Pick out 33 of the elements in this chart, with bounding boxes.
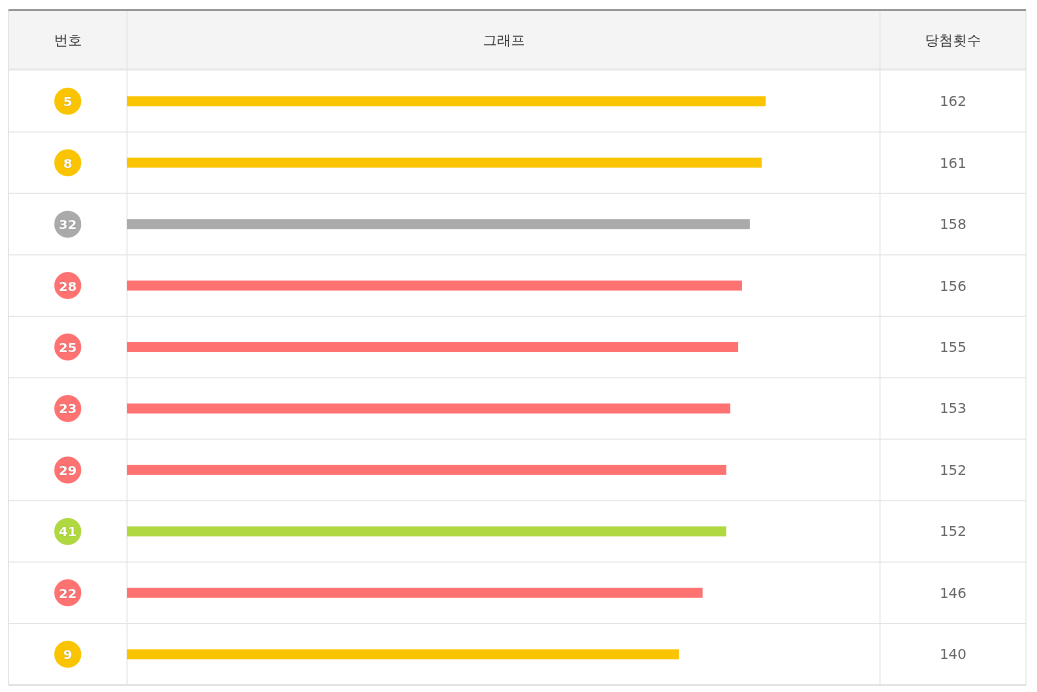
y-tick-label: 32 bbox=[58, 217, 77, 233]
bar bbox=[127, 96, 766, 107]
bar bbox=[127, 587, 703, 598]
data-label: 162 bbox=[939, 93, 967, 110]
bar bbox=[127, 157, 762, 168]
bar bbox=[127, 649, 679, 660]
y-axis-title: 번호 bbox=[53, 31, 82, 48]
y-tick-label: 5 bbox=[63, 94, 73, 110]
data-label: 156 bbox=[939, 277, 967, 294]
y-tick-label: 8 bbox=[63, 155, 73, 171]
y-tick-label: 9 bbox=[63, 647, 73, 663]
data-label: 158 bbox=[939, 216, 967, 233]
data-label: 161 bbox=[939, 154, 967, 171]
y-tick-label: 41 bbox=[58, 524, 77, 540]
data-label: 155 bbox=[939, 339, 967, 356]
data-label: 152 bbox=[939, 523, 967, 540]
y-tick-label: 23 bbox=[58, 401, 77, 417]
x-axis-title: 그래프 bbox=[482, 31, 525, 48]
data-label: 153 bbox=[939, 400, 967, 417]
bar bbox=[127, 403, 731, 414]
y-tick-label: 25 bbox=[58, 340, 77, 356]
bar bbox=[127, 280, 743, 291]
y-tick-label: 28 bbox=[58, 278, 77, 294]
y-tick-label: 22 bbox=[58, 585, 77, 601]
data-label: 140 bbox=[939, 646, 967, 663]
data-label: 152 bbox=[939, 461, 967, 478]
text: 당첨횟수 bbox=[925, 31, 981, 48]
y-tick-label: 29 bbox=[58, 462, 77, 478]
bar bbox=[127, 219, 750, 230]
bar bbox=[127, 464, 727, 475]
data-label: 146 bbox=[939, 584, 967, 601]
bar bbox=[127, 342, 739, 353]
bar bbox=[127, 526, 727, 537]
